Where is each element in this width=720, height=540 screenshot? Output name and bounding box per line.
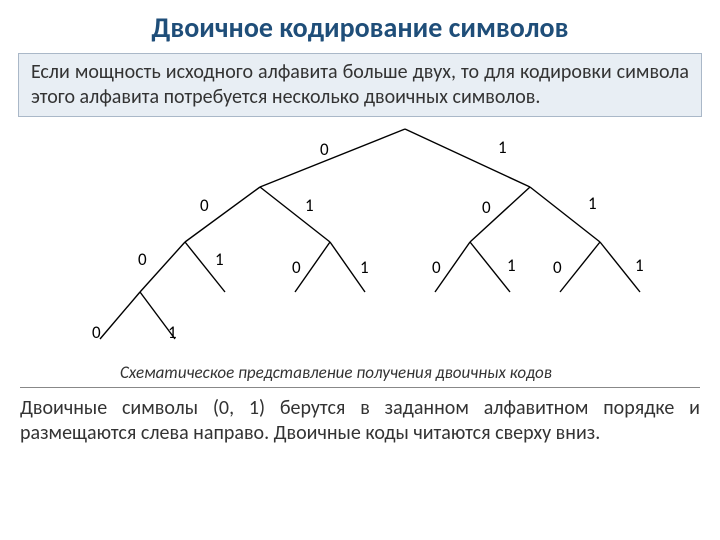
edge-label: 0 (292, 257, 301, 278)
edge-label: 0 (553, 257, 562, 278)
edge-label: 1 (588, 193, 597, 214)
intro-paragraph: Если мощность исходного алфавита больше … (18, 53, 702, 117)
page-title: Двоичное кодирование символов (0, 0, 720, 53)
edge-label: 1 (168, 322, 177, 343)
diagram-caption: Схематическое представление получения дв… (20, 362, 700, 388)
tree-svg (0, 117, 720, 362)
edge-label: 0 (320, 139, 329, 160)
edge-label: 1 (360, 257, 369, 278)
edge-label: 0 (432, 257, 441, 278)
edge-label: 1 (498, 137, 507, 158)
edge-label: 1 (635, 255, 644, 276)
bottom-paragraph: Двоичные символы (0, 1) берутся в заданн… (0, 394, 720, 448)
edge-label: 0 (200, 195, 209, 216)
edge-label: 1 (305, 195, 314, 216)
edge-label: 0 (92, 322, 101, 343)
edge-label: 1 (507, 255, 516, 276)
edge-label: 1 (215, 249, 224, 270)
edge-label: 0 (138, 249, 147, 270)
binary-tree-diagram: 0 1 0 1 0 1 0 1 0 1 0 1 0 1 0 1 (0, 117, 720, 362)
edge-label: 0 (482, 197, 491, 218)
